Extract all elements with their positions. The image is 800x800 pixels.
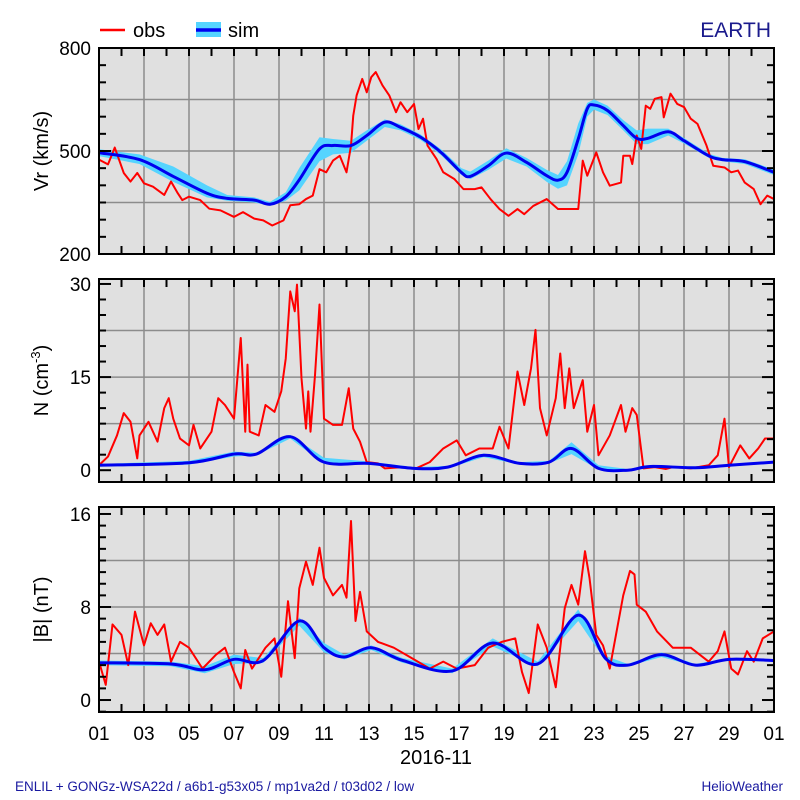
y-axis-title-close: ) [31,345,53,352]
plot-background [99,507,774,712]
x-tick-label: 09 [268,724,289,745]
x-tick-label: 15 [403,724,424,745]
y-axis-title-text: Vr (km/s) [31,111,53,191]
x-axis-title: 2016-11 [400,747,472,769]
y-tick-label: 30 [70,275,91,296]
x-tick-label: 13 [358,724,379,745]
x-tick-label: 11 [314,724,334,745]
y-tick-label: 0 [80,691,91,712]
x-tick-label: 01 [763,724,784,745]
panel-vr: 200 500 800 Vr (km/s) [31,39,775,266]
obs-series-line [98,71,775,227]
y-tick-label: 15 [70,368,91,389]
plot-frame [98,506,775,713]
location-label: EARTH [700,19,771,42]
legend-sim-label: sim [228,20,259,42]
y-tick-label: 0 [80,461,91,482]
sim-series-line [98,103,775,206]
panel-bfield: 0 8 16 |B| (nT) [31,505,775,713]
x-tick-label: 29 [718,724,739,745]
x-tick-label: 25 [628,724,649,745]
y-tick-label: 16 [70,505,91,526]
y-tick-label: 200 [59,245,91,266]
legend-obs-label: obs [133,20,165,42]
y-tick-label: 800 [59,39,91,60]
x-tick-label: 21 [538,724,559,745]
x-tick-label: 17 [448,724,469,745]
legend: obs sim [100,20,259,42]
x-tick-label: 01 [88,724,109,745]
y-axis-title-text: N (cm [31,363,53,416]
x-tick-label: 27 [673,724,694,745]
sim-series-line [98,613,775,673]
plot-frame [98,47,775,255]
plot-frame [98,278,775,483]
y-axis-title: |B| (nT) [31,577,53,643]
footer-model-config: ENLIL + GONGz-WSA22d / a6b1-g53x05 / mp1… [15,779,414,794]
y-axis-title: N (cm-3) [28,345,53,417]
obs-series-line [98,519,775,695]
x-tick-label: 07 [223,724,244,745]
sim-series-line [98,435,775,473]
x-tick-label: 05 [178,724,199,745]
y-tick-label: 8 [80,598,91,619]
plot-background [99,279,774,482]
y-tick-label: 500 [59,142,91,163]
x-tick-label: 19 [493,724,514,745]
footer-brand: HelioWeather [701,779,783,794]
y-axis-title: Vr (km/s) [31,111,53,191]
panel-density: 0 15 30 N (cm-3) [28,275,775,483]
x-tick-label: 23 [583,724,604,745]
y-axis-title-text: |B| (nT) [31,577,53,643]
x-tick-label: 03 [133,724,154,745]
y-axis-title-exponent: -3 [28,351,43,363]
